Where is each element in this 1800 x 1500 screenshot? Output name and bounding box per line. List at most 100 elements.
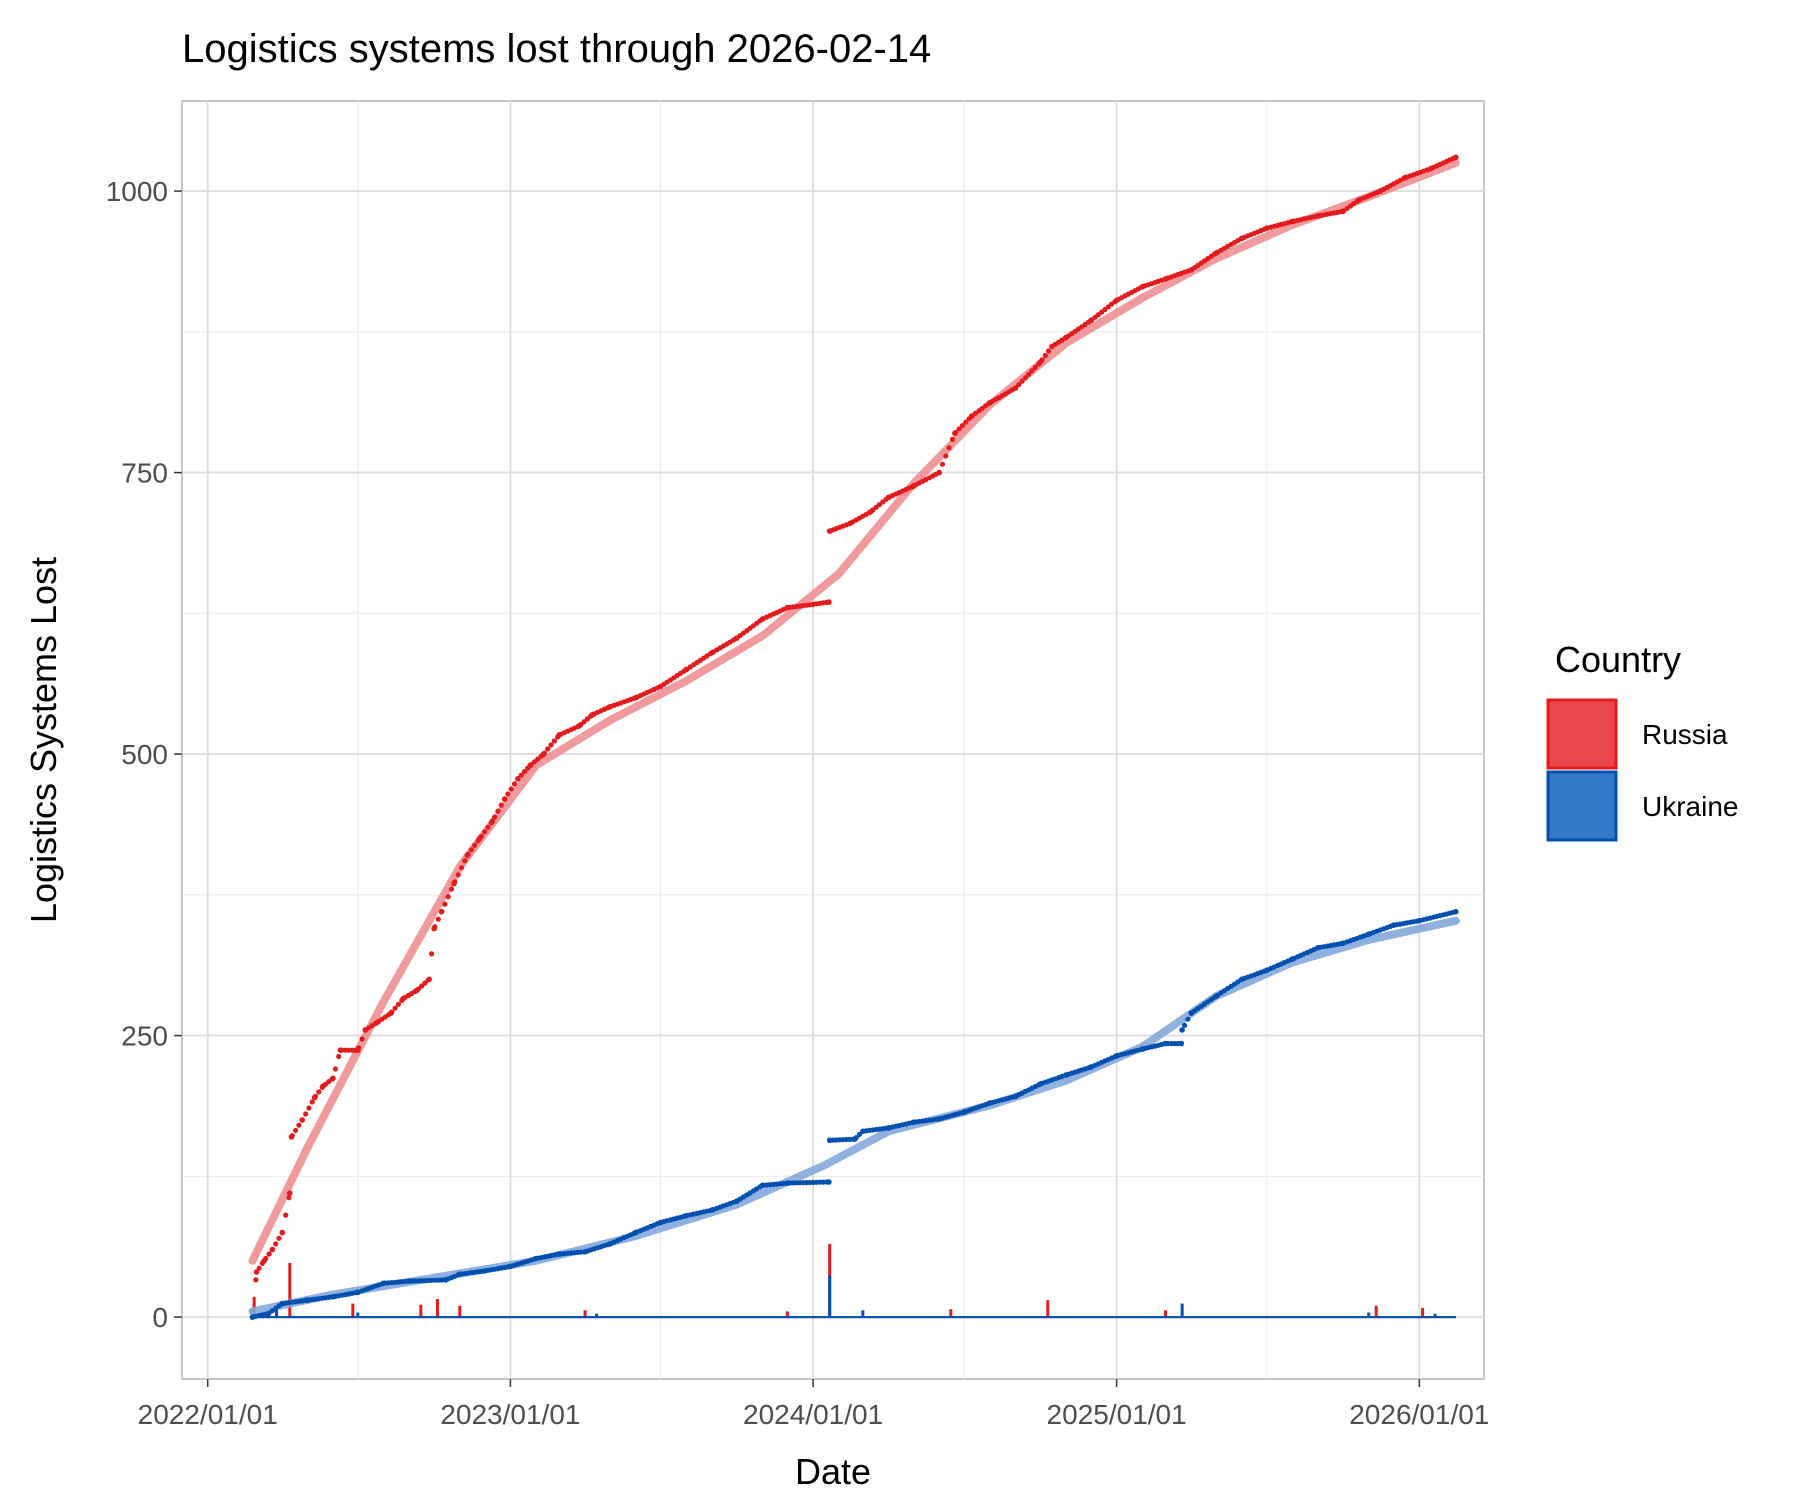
cumulative-point-russia (709, 649, 715, 656)
cumulative-point-ukraine (1239, 976, 1245, 983)
cumulative-point-russia (392, 1005, 398, 1011)
cumulative-point-ukraine (1365, 931, 1372, 937)
cumulative-point-ukraine (330, 1294, 336, 1300)
cumulative-point-russia (1037, 359, 1044, 366)
cumulative-point-russia (419, 983, 425, 989)
cumulative-point-russia (413, 987, 420, 994)
cumulative-point-ukraine (279, 1300, 286, 1307)
cumulative-point-russia (498, 802, 504, 808)
cumulative-point-russia (1188, 267, 1195, 273)
cumulative-point-ukraine (355, 1289, 361, 1296)
legend-title: Country (1555, 639, 1681, 680)
x-tick-label: 2025/01/01 (1047, 1399, 1187, 1430)
cumulative-point-ukraine (380, 1280, 387, 1287)
cumulative-point-russia (273, 1241, 279, 1247)
cumulative-point-russia (556, 732, 563, 738)
cumulative-point-russia (303, 1111, 309, 1117)
cumulative-point-russia (316, 1089, 322, 1095)
cumulative-point-russia (431, 925, 437, 932)
cumulative-point-russia (253, 1269, 260, 1275)
cumulative-point-ukraine (406, 1278, 413, 1284)
cumulative-point-russia (589, 711, 596, 718)
cumulative-point-russia (306, 1105, 312, 1111)
cumulative-point-russia (253, 1277, 259, 1283)
cumulative-point-russia (489, 818, 496, 825)
cumulative-point-russia (518, 772, 524, 778)
y-tick-label: 750 (121, 458, 168, 489)
cumulative-point-russia (455, 872, 461, 878)
cumulative-point-russia (320, 1083, 326, 1089)
cumulative-point-russia (283, 1212, 289, 1218)
cumulative-point-russia (472, 842, 478, 848)
legend-key-russia (1546, 698, 1618, 770)
cumulative-point-ukraine (1182, 1022, 1188, 1028)
cumulative-point-russia (1113, 297, 1120, 304)
chart-title: Logistics systems lost through 2026-02-1… (182, 27, 931, 71)
cumulative-point-ukraine (936, 1116, 942, 1122)
cumulative-point-russia (448, 886, 455, 892)
legend-key-ukraine (1546, 770, 1618, 842)
legend-label-ukraine: Ukraine (1642, 791, 1738, 822)
y-tick-label: 1000 (106, 176, 168, 207)
cumulative-point-russia (355, 1047, 361, 1053)
cumulative-point-russia (959, 423, 966, 429)
cumulative-point-russia (1428, 165, 1434, 172)
cumulative-point-ukraine (607, 1241, 613, 1247)
y-axis-title: Logistics Systems Lost (23, 557, 64, 923)
cumulative-point-russia (309, 1099, 315, 1105)
y-tick-label: 250 (121, 1021, 168, 1052)
series-layer (248, 154, 1460, 1320)
cumulative-point-russia (1026, 371, 1032, 377)
cumulative-point-ukraine (657, 1219, 664, 1226)
cumulative-point-ukraine (860, 1128, 866, 1135)
cumulative-point-ukraine (1185, 1016, 1191, 1022)
y-tick-label: 500 (121, 739, 168, 770)
cumulative-point-russia (511, 781, 518, 787)
cumulative-point-russia (939, 461, 946, 467)
cumulative-point-russia (359, 1036, 365, 1042)
cumulative-point-russia (1356, 197, 1362, 203)
cumulative-point-russia (936, 469, 942, 476)
cumulative-point-ukraine (1113, 1053, 1120, 1059)
cumulative-point-russia (943, 453, 949, 459)
cumulative-point-russia (576, 723, 582, 729)
cumulative-point-ukraine (533, 1255, 539, 1262)
plot-panel-border (181, 100, 1485, 1380)
cumulative-point-russia (438, 908, 445, 915)
cumulative-point-russia (336, 1053, 342, 1060)
cumulative-point-russia (1042, 352, 1048, 359)
cumulative-point-russia (492, 814, 498, 820)
cumulative-point-russia (548, 742, 554, 748)
cumulative-point-ukraine (1063, 1072, 1069, 1078)
cumulative-point-russia (458, 865, 465, 871)
cumulative-point-ukraine (1263, 967, 1270, 974)
cumulative-point-russia (1213, 250, 1219, 256)
cumulative-point-ukraine (1179, 1027, 1185, 1033)
cumulative-point-russia (946, 445, 952, 451)
cumulative-point-russia (299, 1117, 306, 1123)
legend-label-russia: Russia (1642, 719, 1728, 750)
cumulative-point-russia (435, 916, 441, 922)
x-tick-label: 2026/01/01 (1349, 1399, 1489, 1430)
cumulative-point-russia (826, 599, 832, 605)
cumulative-point-russia (1049, 343, 1055, 350)
cumulative-point-ukraine (1037, 1081, 1044, 1087)
cumulative-point-ukraine (582, 1249, 588, 1255)
cumulative-point-russia (1046, 348, 1052, 354)
cumulative-point-russia (400, 995, 407, 1002)
cumulative-point-russia (261, 1258, 267, 1264)
x-axis-title: Date (795, 1451, 871, 1492)
cumulative-point-ukraine (1088, 1064, 1094, 1070)
cumulative-point-ukraine (961, 1109, 967, 1115)
cumulative-point-ukraine (1453, 908, 1459, 915)
cumulative-point-ukraine (910, 1119, 917, 1126)
cumulative-point-russia (388, 1010, 394, 1016)
cumulative-point-ukraine (1340, 940, 1346, 946)
grid-major (182, 101, 1484, 1379)
x-tick-label: 2024/01/01 (743, 1399, 883, 1430)
cumulative-point-russia (968, 413, 975, 420)
cumulative-point-russia (426, 976, 432, 983)
cumulative-point-ukraine (826, 1137, 833, 1144)
cumulative-point-russia (784, 604, 791, 611)
cumulative-point-ukraine (759, 1182, 766, 1189)
